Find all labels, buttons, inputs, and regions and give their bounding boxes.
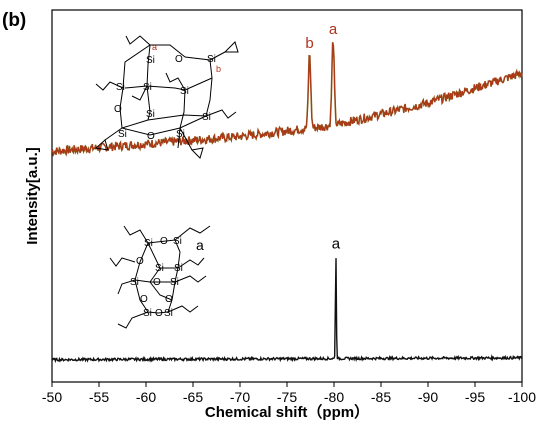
si-atom-label: Si [174,263,183,274]
y-axis-title: Intensity[a.u.] [24,147,41,245]
x-axis-title: Chemical shift（ppm） [205,403,369,421]
si-atom-label: Si [180,86,189,97]
x-axis-tick-labels: -50 -55 -60 -65 -70 -75 -80 -85 -90 -95 -100 [42,389,536,405]
x-tick-label: -60 [136,389,156,405]
vinyl-group [205,109,237,119]
o-atom-label: O [155,308,163,319]
epoxide-ring [190,147,204,159]
si-atom-label: Si [143,308,152,319]
top-structure-bond [179,115,207,129]
si-atom-label: Si [146,55,155,66]
epoxide-link [104,127,123,141]
si-atom-label: Si [155,263,164,274]
top-structure-bond [179,89,186,129]
top-structure-bond [146,85,151,121]
top-structure-bond [146,44,151,87]
peak-label-a: a [332,235,341,252]
x-tick-label: -100 [508,389,536,405]
x-tick-label: -95 [465,389,485,405]
si-atom-label: Si [202,112,211,123]
epoxide-ring [223,41,239,53]
top-structure-labels: Si O Si Si Si Si O Si Si Si O Si a b [114,42,221,142]
epoxide-link [209,51,226,61]
bottom-structure-bond [134,242,149,281]
top-structure-bond [121,127,181,136]
si-atom-label: Si [173,236,182,247]
spectrum-bottom-line [51,258,523,364]
bottom-structure-bond [147,311,169,314]
o-atom-label: O [147,131,155,142]
site-a-label: a [152,42,157,52]
si-atom-label: Si [146,109,155,120]
x-tick-label: -55 [89,389,109,405]
x-tick-label: -90 [418,389,438,405]
bottom-molecular-structure [109,225,211,329]
bottom-structure-bond [147,242,161,269]
o-atom-label: O [175,54,183,65]
site-a-label: a [196,237,204,253]
x-tick-label: -50 [42,389,62,405]
top-structure-bond [147,114,207,121]
si-atom-label: Si [144,238,153,249]
top-structure-bond [121,119,149,129]
top-structure-bond [146,85,186,91]
x-tick-label: -85 [371,389,391,405]
top-structure-bond [205,77,213,117]
x-tick-label: -70 [230,389,250,405]
si-atom-label: Si [207,54,216,65]
top-molecular-structure [94,35,239,159]
top-structure-bond [124,85,148,89]
x-tick-label: -65 [183,389,203,405]
vinyl-group [165,72,186,91]
vinyl-group [125,35,151,46]
si-atom-label: Si [176,129,185,140]
peak-label-b: b [305,35,313,52]
bottom-structure-labels: Si O Si O Si Si Si O Si O O Si O Si a [130,236,204,319]
si-atom-label: Si [143,82,152,93]
si-atom-label: Si [164,308,173,319]
bottom-structure-bond [134,279,149,313]
top-structure-bond [184,77,213,91]
vinyl-group [131,85,148,101]
vinyl-group [117,311,149,329]
si-atom-label: Si [130,277,139,288]
top-structure-bond [150,44,186,58]
vinyl-group [167,305,199,313]
vinyl-group [174,275,207,283]
bottom-structure-bond [149,267,161,283]
vinyl-group [123,225,149,244]
o-atom-label: O [160,236,168,247]
x-tick-label: -75 [277,389,297,405]
peak-label-a: a [329,21,338,38]
top-structure-bond [122,44,151,89]
x-tick-label: -80 [324,389,344,405]
o-atom-label: O [114,104,122,115]
top-structure-bond [119,87,124,129]
site-b-label: b [216,64,221,74]
si-atom-label: Si [116,82,125,93]
top-structure-bond [177,127,181,149]
o-atom-label: O [140,294,148,305]
spectrum-top-line [51,42,523,156]
epoxide-link [179,127,193,151]
vinyl-group [109,257,136,267]
bottom-structure-bond [149,281,173,301]
si-atom-label: Si [170,277,179,288]
vinyl-group [95,81,124,91]
spectra-series [51,42,523,364]
vinyl-group [117,279,136,295]
vinyl-group [177,257,205,269]
peak-labels: baa [305,21,340,253]
o-atom-label: O [165,294,173,305]
epoxide-ring [94,139,109,151]
o-atom-label: O [136,256,144,267]
o-atom-label: O [153,277,161,288]
panel-label: (b) [2,10,26,31]
vinyl-group [174,225,211,241]
x-axis-ticks [51,382,523,387]
si-atom-label: Si [118,129,127,140]
